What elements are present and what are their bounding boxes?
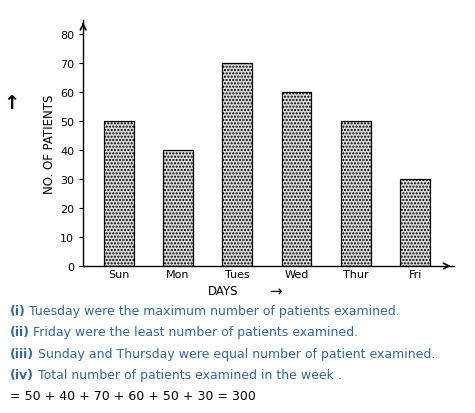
Text: (iv): (iv)	[10, 368, 34, 382]
Text: ↑: ↑	[4, 94, 20, 113]
Text: Tuesday were the maximum number of patients examined.: Tuesday were the maximum number of patie…	[25, 304, 400, 317]
Bar	[400, 180, 430, 266]
Y-axis label: NO. OF PATIENTS: NO. OF PATIENTS	[43, 94, 56, 193]
Bar	[163, 151, 193, 266]
Text: (i): (i)	[10, 304, 25, 317]
Bar	[341, 122, 371, 266]
Bar	[104, 122, 133, 266]
Text: DAYS: DAYS	[208, 285, 238, 298]
Text: Sunday and Thursday were equal number of patient examined.: Sunday and Thursday were equal number of…	[34, 347, 435, 360]
Text: = 50 + 40 + 70 + 60 + 50 + 30 = 300: = 50 + 40 + 70 + 60 + 50 + 30 = 300	[10, 389, 256, 402]
Bar	[222, 64, 252, 266]
Text: (iii): (iii)	[10, 347, 34, 360]
Text: (ii): (ii)	[10, 325, 29, 339]
Text: Total number of patients examined in the week .: Total number of patients examined in the…	[34, 368, 342, 382]
Text: Friday were the least number of patients examined.: Friday were the least number of patients…	[29, 325, 359, 339]
Bar	[282, 93, 311, 266]
Text: →: →	[269, 284, 282, 299]
